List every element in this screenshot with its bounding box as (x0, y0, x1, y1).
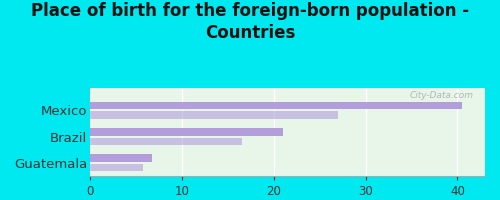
Bar (90, 138, 242, 145)
Bar (90, 154, 152, 162)
Bar (90, 164, 144, 171)
Bar (90, 128, 283, 136)
Bar (90, 102, 462, 109)
Text: Place of birth for the foreign-born population -
Countries: Place of birth for the foreign-born popu… (31, 2, 469, 42)
Text: City-Data.com: City-Data.com (409, 91, 473, 100)
Bar (90, 111, 338, 119)
